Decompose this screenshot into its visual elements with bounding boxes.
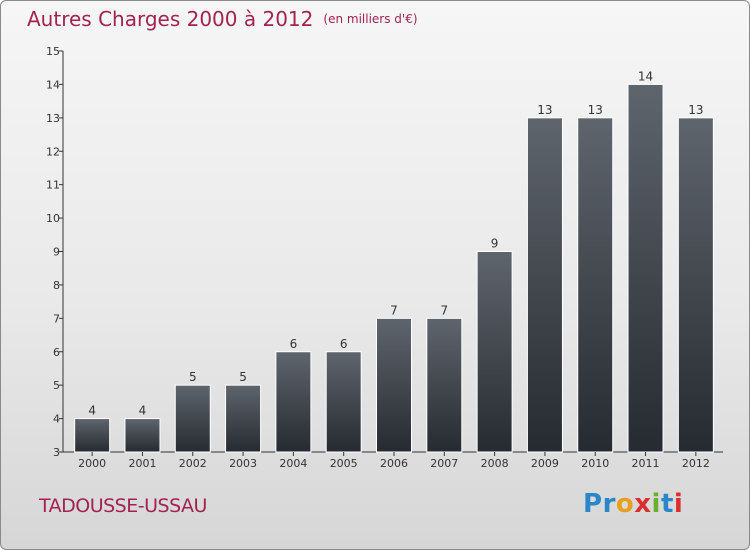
logo-letter: x [634,489,652,519]
y-tick-label: 6 [53,346,60,359]
y-tick-label: 14 [46,78,60,91]
y-tick-label: 8 [53,279,60,292]
bar [426,317,463,453]
data-label: 5 [189,370,197,384]
x-tick-label: 2012 [682,457,710,470]
x-tick-label: 2008 [481,457,509,470]
bar [577,117,614,453]
y-tick-label: 15 [46,45,60,58]
bar [225,384,262,453]
y-tick-label: 10 [46,212,60,225]
bar [526,117,563,453]
bar [124,418,161,453]
data-label: 6 [290,337,298,351]
bar [275,351,312,453]
bar-series: 4 4 5 5 6 6 7 7 9 13 13 14 13 [74,69,714,453]
y-tick-label: 7 [53,312,60,325]
data-label: 13 [588,103,603,117]
x-tick-label: 2004 [279,457,307,470]
x-tick-label: 2009 [531,457,559,470]
x-tick-label: 2006 [380,457,408,470]
bar [74,418,111,453]
logo-letter: i [651,489,661,519]
x-tick-label: 2000 [78,457,106,470]
data-label: 13 [688,103,703,117]
x-tick-label: 2007 [430,457,458,470]
y-tick-label: 12 [46,145,60,158]
y-tick-label: 4 [53,413,60,426]
data-label: 4 [139,404,147,418]
y-tick-label: 11 [46,179,60,192]
bar [325,351,362,453]
data-label: 14 [638,69,653,83]
y-axis-ticks: 3 4 5 6 7 8 9 10 11 12 13 14 15 [46,45,63,459]
data-label: 9 [491,237,499,251]
bar [627,83,664,453]
chart-subtitle: (en milliers d'€) [323,12,418,26]
y-tick-label: 13 [46,112,60,125]
x-axis-ticks: 2000 2001 2002 2003 2004 2005 2006 2007 2008 2009… [78,452,710,470]
place-name: TADOUSSE-USSAU [39,495,207,517]
chart-title-block: Autres Charges 2000 à 2012 (en milliers d… [27,7,418,31]
y-tick-label: 9 [53,246,60,259]
logo-letter: i [673,489,684,519]
y-tick-label: 3 [53,446,60,459]
bar [174,384,211,453]
x-tick-label: 2003 [229,457,257,470]
x-tick-label: 2005 [330,457,358,470]
logo-letter: P [583,489,603,519]
data-label: 7 [440,303,448,317]
x-tick-label: 2010 [581,457,609,470]
chart-title: Autres Charges 2000 à 2012 [27,7,314,31]
x-tick-label: 2011 [632,457,660,470]
logo-letter: o [615,489,635,519]
data-label: 7 [390,303,398,317]
data-label: 13 [537,103,552,117]
logo-letter: r [602,489,616,519]
proxiti-logo: Proxiti [583,489,683,519]
data-label: 4 [88,404,96,418]
x-tick-label: 2001 [128,457,156,470]
y-tick-label: 5 [53,379,60,392]
x-tick-label: 2002 [179,457,207,470]
bar [677,117,714,453]
data-label: 5 [239,370,247,384]
bar [476,251,513,453]
data-label: 6 [340,337,348,351]
bar [376,317,412,453]
logo-letter: t [660,489,674,519]
